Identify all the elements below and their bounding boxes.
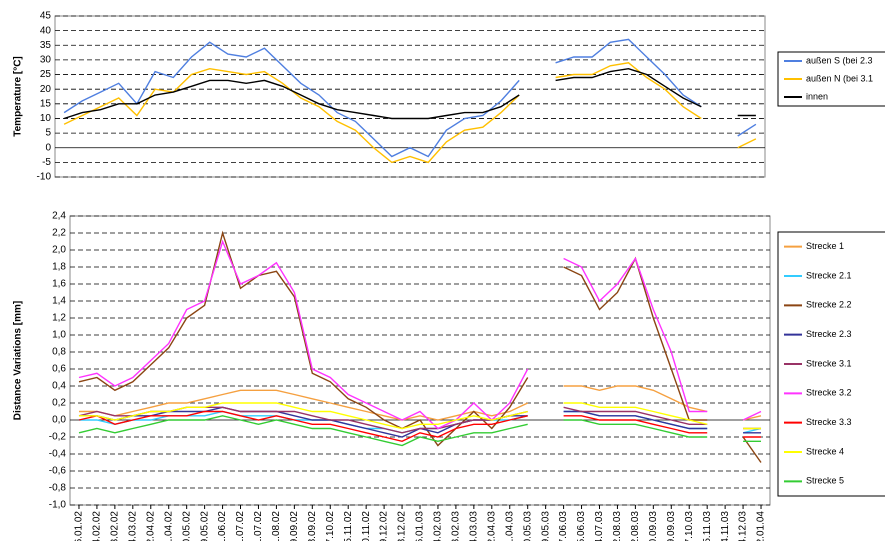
line-series [63,67,756,120]
y-tick-label: 0,4 [52,381,66,392]
y-tick-label: 1,2 [52,313,66,324]
x-tick-label: 14.03.03 [468,511,479,541]
y-tick-label: 25 [40,69,52,80]
line-series [78,410,761,443]
x-tick-label: 21.06.02 [217,511,228,541]
x-tick-label: 10.05.03 [522,511,533,541]
x-tick-label: 04.02.03 [433,511,444,541]
x-tick-label: 23.02.03 [451,511,462,541]
y-tick-label: 2,2 [52,228,66,239]
x-tick-label: 16.01.02 [74,511,85,541]
x-tick-label: 29.09.03 [666,511,677,541]
x-tick-label: 16.01.03 [415,511,426,541]
x-tick-label: 10.05.02 [181,511,192,541]
legend-label: Strecke 2.2 [806,300,852,310]
x-tick-label: 14.03.02 [127,511,138,541]
x-tick-label: 17.06.03 [558,511,569,541]
y-tick-label: 1,0 [52,330,66,341]
x-tick-label: 05.11.02 [343,511,354,541]
y-tick-label: 30 [40,55,52,66]
x-tick-label: 29.05.03 [540,511,551,541]
y-tick-label: -5 [42,157,51,168]
legend-label: Strecke 5 [806,476,844,486]
x-tick-label: 02.08.03 [612,511,623,541]
x-tick-label: 02.04.02 [145,511,156,541]
y-tick-label: 0 [45,142,51,153]
y-tick-label: 0,8 [52,347,66,358]
x-tick-label: 21.04.03 [504,511,515,541]
legend-label: Strecke 4 [806,446,844,456]
x-tick-label: 29.05.02 [199,511,210,541]
y-tick-label: 40 [40,25,52,36]
x-tick-label: 10.09.03 [648,511,659,541]
legend-label: Strecke 1 [806,241,844,251]
y-tick-label: 1,6 [52,279,66,290]
x-tick-label: 14.12.03 [738,511,749,541]
y-axis-title: Temperature [°C] [13,56,24,137]
x-tick-label: 28.09.02 [307,511,318,541]
x-tick-label: 22.08.03 [630,511,641,541]
legend-label: außen N (bei 3.1 [806,73,873,83]
x-tick-label: 21.04.02 [163,511,174,541]
x-tick-label: 14.07.03 [594,511,605,541]
legend-label: Strecke 3.2 [806,388,852,398]
y-tick-label: 45 [40,11,52,22]
x-tick-label: 04.02.02 [92,511,103,541]
y-tick-label: 0,6 [52,364,66,375]
x-tick-label: 17.10.02 [325,511,336,541]
x-tick-label: 02.04.03 [486,511,497,541]
y-axis-title: Distance Variations [mm] [13,301,24,420]
y-tick-label: 2,4 [52,211,66,222]
y-tick-label: 1,8 [52,262,66,273]
x-tick-label: 20.11.02 [361,511,372,541]
legend-label: Strecke 3.1 [806,358,852,368]
x-tick-label: 24.11.03 [720,511,731,541]
line-series [79,402,761,430]
y-tick-label: 10 [40,113,52,124]
plot-area [69,215,771,506]
y-tick-label: -1,0 [49,500,67,511]
y-tick-label: -0,8 [49,483,67,494]
legend-label: innen [806,91,828,101]
x-tick-label: 09.09.02 [289,511,300,541]
y-tick-label: 20 [40,84,52,95]
y-tick-label: -0,6 [49,466,67,477]
line-series [78,415,761,447]
legend-label: Strecke 2.1 [806,270,852,280]
y-tick-label: -0,2 [49,432,67,443]
x-tick-label: 09.12.02 [379,511,390,541]
x-tick-label: 17.10.03 [684,511,695,541]
y-tick-label: 15 [40,98,52,109]
plot-area [54,15,766,178]
x-tick-label: 23.02.02 [110,511,121,541]
y-tick-label: -10 [37,172,52,183]
y-tick-label: 0,2 [52,398,66,409]
legend-label: Strecke 2.3 [806,329,852,339]
y-tick-label: 1,4 [52,296,66,307]
legend-label: Strecke 3.3 [806,417,852,427]
y-tick-label: 35 [40,40,52,51]
x-tick-label: 11.07.02 [235,511,246,541]
y-tick-label: 0,0 [52,415,66,426]
x-tick-label: 21.08.02 [271,511,282,541]
line-series [63,38,757,158]
y-tick-label: 5 [45,128,51,139]
x-tick-label: 02.01.04 [756,511,767,541]
x-tick-label: 31.07.02 [253,511,264,541]
legend-label: außen S (bei 2.3 [806,55,873,65]
x-tick-label: 25.06.03 [576,511,587,541]
y-tick-label: 2,0 [52,245,66,256]
y-tick-label: -0,4 [49,449,67,460]
x-tick-label: 05.11.03 [702,511,713,541]
x-tick-label: 28.12.02 [397,511,408,541]
